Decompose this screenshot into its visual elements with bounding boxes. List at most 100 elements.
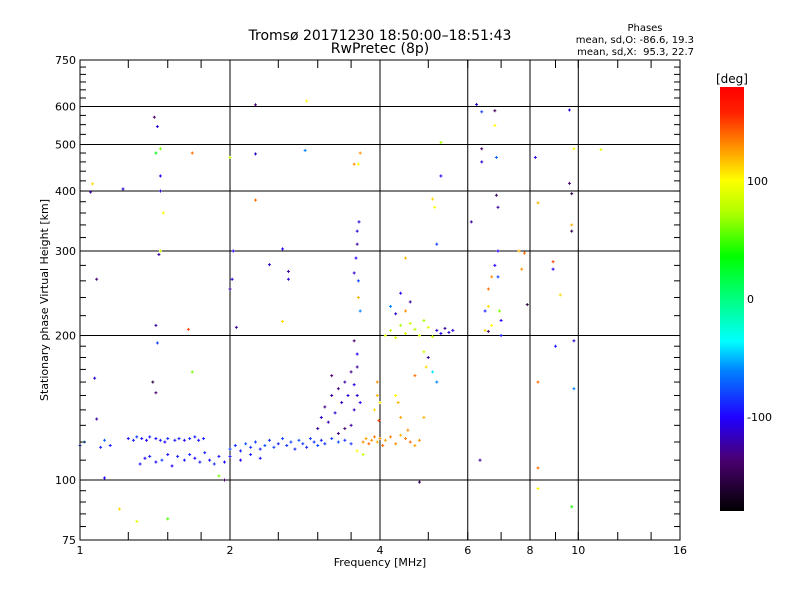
data-point xyxy=(253,103,257,107)
data-point xyxy=(286,269,290,273)
data-point xyxy=(126,437,130,441)
chart-subtitle: RwPretec (8p) xyxy=(331,41,429,57)
data-point xyxy=(570,505,574,509)
data-point xyxy=(570,192,574,196)
data-point xyxy=(308,437,312,441)
data-point xyxy=(343,438,347,442)
data-point xyxy=(572,339,576,343)
data-point xyxy=(91,182,95,186)
data-point xyxy=(135,519,139,523)
data-point xyxy=(163,440,167,444)
data-point xyxy=(349,442,353,446)
data-point xyxy=(403,309,407,313)
data-point xyxy=(572,147,576,151)
data-point xyxy=(333,411,337,415)
x-axis-label: Frequency [MHz] xyxy=(334,556,426,569)
data-point xyxy=(233,444,237,448)
data-point xyxy=(154,151,158,155)
data-point xyxy=(413,327,417,331)
data-point xyxy=(305,99,309,103)
data-point xyxy=(289,440,293,444)
data-point xyxy=(570,229,574,233)
data-point xyxy=(394,394,398,398)
data-point xyxy=(89,190,93,194)
data-point xyxy=(276,442,280,446)
data-point xyxy=(352,383,356,387)
data-point xyxy=(567,108,571,112)
data-point xyxy=(408,300,412,304)
data-point xyxy=(377,419,381,423)
colorbar-tick-label: 100 xyxy=(747,175,768,188)
y-tick-label: 500 xyxy=(55,139,76,152)
data-point xyxy=(151,380,155,384)
data-point xyxy=(375,394,379,398)
data-point xyxy=(193,456,197,460)
colorbar-tick-label: -100 xyxy=(747,411,772,424)
data-point xyxy=(157,253,161,257)
data-point xyxy=(336,432,340,436)
data-point xyxy=(316,427,320,431)
colorbar-label: [deg] xyxy=(716,72,748,86)
data-point xyxy=(572,387,576,391)
data-point xyxy=(158,174,162,178)
data-point xyxy=(258,456,262,460)
data-point xyxy=(234,325,238,329)
data-point xyxy=(239,458,243,462)
data-point xyxy=(352,162,356,166)
data-point xyxy=(435,380,439,384)
data-point xyxy=(323,405,327,409)
data-point xyxy=(160,458,164,462)
data-point xyxy=(228,447,232,451)
data-point xyxy=(399,415,403,419)
data-point xyxy=(389,435,393,439)
data-point xyxy=(343,427,347,431)
data-point xyxy=(244,442,248,446)
data-point xyxy=(357,220,361,224)
data-point xyxy=(375,380,379,384)
data-point xyxy=(99,445,103,449)
data-point xyxy=(399,323,403,327)
data-point xyxy=(417,480,421,484)
data-point xyxy=(356,279,360,283)
data-point xyxy=(494,193,498,197)
data-point xyxy=(373,408,377,412)
data-point xyxy=(154,437,158,441)
data-point xyxy=(143,456,147,460)
data-point xyxy=(499,334,503,338)
data-point xyxy=(403,256,407,260)
data-point xyxy=(355,394,359,398)
data-point xyxy=(417,334,421,338)
data-point xyxy=(551,260,555,264)
data-point xyxy=(408,440,412,444)
data-point xyxy=(303,148,307,152)
data-point xyxy=(182,458,186,462)
data-point xyxy=(358,401,362,405)
data-point xyxy=(361,440,365,444)
data-point xyxy=(493,263,497,267)
data-point xyxy=(478,458,482,462)
data-point xyxy=(355,449,359,453)
x-tick-label: 8 xyxy=(527,544,534,557)
data-point xyxy=(272,445,276,449)
data-point xyxy=(135,435,139,439)
data-point xyxy=(93,376,97,380)
data-point xyxy=(177,437,181,441)
data-point xyxy=(496,205,500,209)
data-point xyxy=(228,287,232,291)
axis-ticks: 1 2 4 6 8 10 16 75 100 200 300 400 500 600 750 xyxy=(55,54,687,557)
data-point xyxy=(352,271,356,275)
data-point xyxy=(498,309,502,313)
data-point xyxy=(140,437,144,441)
data-point xyxy=(399,433,403,437)
data-point xyxy=(223,478,227,482)
data-point xyxy=(424,365,428,369)
data-point xyxy=(358,309,362,313)
data-point xyxy=(355,365,359,369)
data-point xyxy=(212,462,216,466)
data-point xyxy=(188,453,192,457)
data-point xyxy=(490,323,494,327)
data-point xyxy=(354,256,358,260)
data-point xyxy=(493,123,497,127)
data-point xyxy=(148,435,152,439)
data-point xyxy=(131,438,135,442)
